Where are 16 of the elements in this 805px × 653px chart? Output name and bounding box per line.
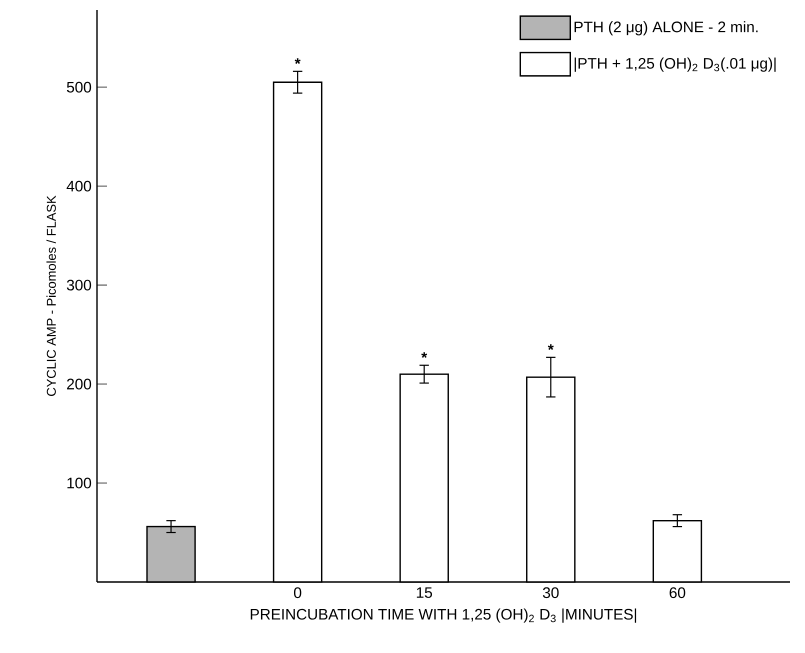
annotation: * (294, 58, 301, 64)
y-tick-label: 300 (66, 280, 92, 290)
y-tick-label: 500 (66, 82, 92, 93)
x-tick-label: 60 (670, 587, 686, 598)
y-axis-title: CYCLIC AMP - Picomoles / FLASK (46, 196, 56, 396)
x-tick-label: 15 (416, 587, 432, 598)
y-tick-label: 400 (66, 180, 92, 192)
annotation: * (548, 344, 554, 350)
annotation: * (421, 352, 428, 358)
legend-label: PTH (2 μg) ALONE - 2 min. (574, 21, 758, 36)
y-tick-label: 200 (67, 378, 92, 390)
x-axis-title: PREINCUBATION TIME WITH 1,25 (OH)$_{2}$ D$_{3}$ |MINUTES| (250, 608, 636, 623)
x-tick-label: 0 (294, 587, 302, 598)
legend-label: |PTH + 1,25 (OH)$_{2}$ D$_{3}$(.01 μg)| (574, 58, 776, 72)
x-tick-label: 30 (542, 587, 559, 598)
y-tick-label: 100 (67, 478, 92, 488)
